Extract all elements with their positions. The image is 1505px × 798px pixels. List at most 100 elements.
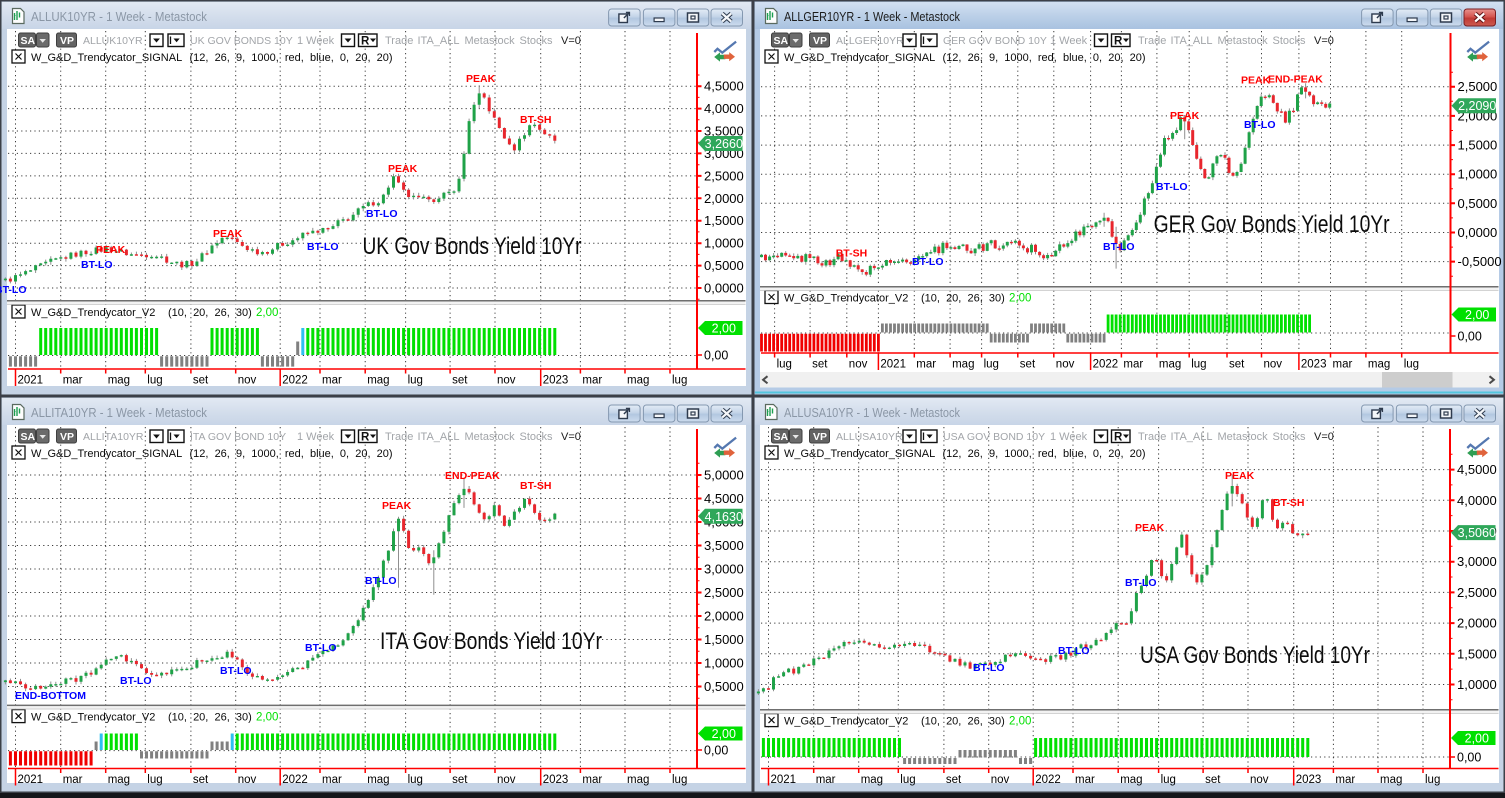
svg-text:PEAK: PEAK (96, 244, 126, 256)
svg-text:1,0000: 1,0000 (704, 656, 744, 671)
svg-text:ALLITA10YR: ALLITA10YR (83, 431, 144, 443)
svg-text:BT-LO: BT-LO (220, 665, 252, 677)
svg-text:4,5000: 4,5000 (1457, 462, 1497, 477)
svg-text:BT-LO: BT-LO (1125, 577, 1157, 589)
svg-text:mar: mar (1123, 359, 1143, 371)
svg-text:mar: mar (582, 375, 602, 387)
svg-text:mag: mag (627, 774, 649, 786)
svg-text:mar: mar (63, 774, 83, 786)
svg-text:2,5000: 2,5000 (1457, 585, 1497, 600)
svg-text:2023: 2023 (1296, 774, 1322, 786)
svg-text:Stocks: Stocks (1273, 431, 1307, 443)
svg-text:set: set (946, 774, 962, 786)
svg-text:0,5000: 0,5000 (704, 258, 744, 273)
svg-text:lug: lug (147, 774, 162, 786)
svg-text:lug: lug (1425, 774, 1440, 786)
svg-text:mar: mar (322, 774, 342, 786)
svg-text:BT-SH: BT-SH (1273, 497, 1305, 509)
svg-text:1,5000: 1,5000 (704, 632, 744, 647)
svg-text:BT-LO: BT-LO (305, 642, 337, 654)
svg-text:BT-LO: BT-LO (1244, 119, 1276, 131)
svg-text:Metastock: Metastock (465, 431, 516, 443)
svg-text:1 Week: 1 Week (297, 35, 335, 47)
svg-text:SA: SA (774, 35, 789, 47)
svg-text:mag: mag (1159, 359, 1181, 371)
svg-text:2022: 2022 (282, 774, 308, 786)
svg-text:ALLUSA10YR: ALLUSA10YR (836, 431, 903, 443)
svg-text:0,5000: 0,5000 (1458, 196, 1498, 211)
svg-text:nov: nov (238, 375, 257, 387)
svg-text:GER Gov Bonds Yield 10Yr: GER Gov Bonds Yield 10Yr (1154, 211, 1390, 238)
svg-text:(12, 26, 9, 1000, red, bl: (12, 26, 9, 1000, red, blue, 0, 20, 20) (190, 448, 393, 460)
svg-text:USA GOV BOND 10Y: USA GOV BOND 10Y (943, 431, 1045, 443)
svg-text:2,00: 2,00 (1465, 732, 1489, 746)
svg-text:2021: 2021 (771, 774, 797, 786)
svg-text:Metastock: Metastock (1218, 431, 1269, 443)
svg-text:BT-LO: BT-LO (365, 575, 397, 587)
svg-text:GER GOV BOND 10Y: GER GOV BOND 10Y (943, 35, 1047, 47)
svg-text:SA: SA (21, 431, 36, 443)
svg-text:Stocks: Stocks (520, 431, 554, 443)
svg-text:4,5000: 4,5000 (704, 79, 744, 94)
svg-text:END-BOTTOM: END-BOTTOM (15, 690, 86, 702)
svg-text:1 Week: 1 Week (1050, 431, 1088, 443)
svg-text:2,00: 2,00 (256, 712, 278, 724)
svg-text:2023: 2023 (1301, 359, 1327, 371)
svg-text:PEAK: PEAK (466, 73, 496, 85)
svg-text:2,5000: 2,5000 (704, 585, 744, 600)
svg-text:ALLGER10YR: ALLGER10YR (836, 35, 904, 47)
svg-text:3,5000: 3,5000 (704, 124, 744, 139)
svg-text:BT-LO: BT-LO (1058, 645, 1090, 657)
svg-text:mag: mag (367, 774, 389, 786)
svg-text:W_G&D_Trendycator_V2: W_G&D_Trendycator_V2 (31, 712, 155, 724)
svg-text:V=0: V=0 (561, 431, 581, 443)
svg-text:1,0000: 1,0000 (1458, 167, 1498, 182)
svg-text:END-PEAK: END-PEAK (1268, 73, 1323, 85)
svg-text:nov: nov (991, 774, 1010, 786)
svg-text:nov: nov (1264, 359, 1283, 371)
svg-text:BT-LO: BT-LO (1156, 181, 1188, 193)
svg-text:mag: mag (108, 375, 130, 387)
svg-text:2021: 2021 (18, 774, 44, 786)
svg-text:ITA_ALL: ITA_ALL (418, 431, 460, 443)
svg-text:2,0000: 2,0000 (704, 609, 744, 624)
svg-text:lug: lug (984, 359, 999, 371)
svg-text:1 Week: 1 Week (1050, 35, 1088, 47)
svg-text:set: set (1229, 359, 1245, 371)
svg-text:(10, 20, 26, 30): (10, 20, 26, 30) (168, 307, 252, 319)
svg-text:BT-LO: BT-LO (120, 675, 152, 687)
svg-text:2022: 2022 (282, 375, 308, 387)
svg-text:SA: SA (21, 35, 36, 47)
svg-text:set: set (452, 774, 468, 786)
svg-text:R: R (361, 36, 370, 48)
svg-text:2,00: 2,00 (1009, 716, 1031, 728)
svg-text:lug: lug (1404, 359, 1419, 371)
svg-text:3,2660: 3,2660 (705, 137, 743, 151)
svg-text:ITA GOV BOND 10Y: ITA GOV BOND 10Y (190, 431, 286, 443)
svg-text:2,0000: 2,0000 (704, 191, 744, 206)
svg-text:VP: VP (60, 35, 74, 47)
svg-text:R: R (361, 432, 370, 444)
svg-text:mar: mar (1075, 774, 1095, 786)
svg-text:nov: nov (497, 375, 516, 387)
svg-text:2023: 2023 (543, 774, 569, 786)
svg-text:PEAK: PEAK (1241, 75, 1271, 87)
svg-text:set: set (1205, 774, 1221, 786)
svg-text:END-PEAK: END-PEAK (445, 470, 500, 482)
svg-text:2022: 2022 (1035, 774, 1061, 786)
svg-text:4,0000: 4,0000 (1457, 493, 1497, 508)
svg-text:V=0: V=0 (1314, 431, 1334, 443)
svg-text:(10, 20, 26, 30): (10, 20, 26, 30) (921, 293, 1005, 305)
svg-text:mag: mag (108, 774, 130, 786)
svg-text:mar: mar (1335, 774, 1355, 786)
svg-text:3,0000: 3,0000 (704, 562, 744, 577)
svg-text:Trade: Trade (1138, 431, 1166, 443)
svg-text:nov: nov (849, 359, 868, 371)
svg-text:BT-LO: BT-LO (912, 256, 944, 268)
svg-text:lug: lug (408, 774, 423, 786)
svg-text:ALLUK10YR: ALLUK10YR (83, 35, 143, 47)
svg-text:VP: VP (60, 431, 74, 443)
svg-text:3,0000: 3,0000 (1457, 554, 1497, 569)
svg-text:nov: nov (497, 774, 516, 786)
svg-text:(10, 20, 26, 30): (10, 20, 26, 30) (168, 712, 252, 724)
